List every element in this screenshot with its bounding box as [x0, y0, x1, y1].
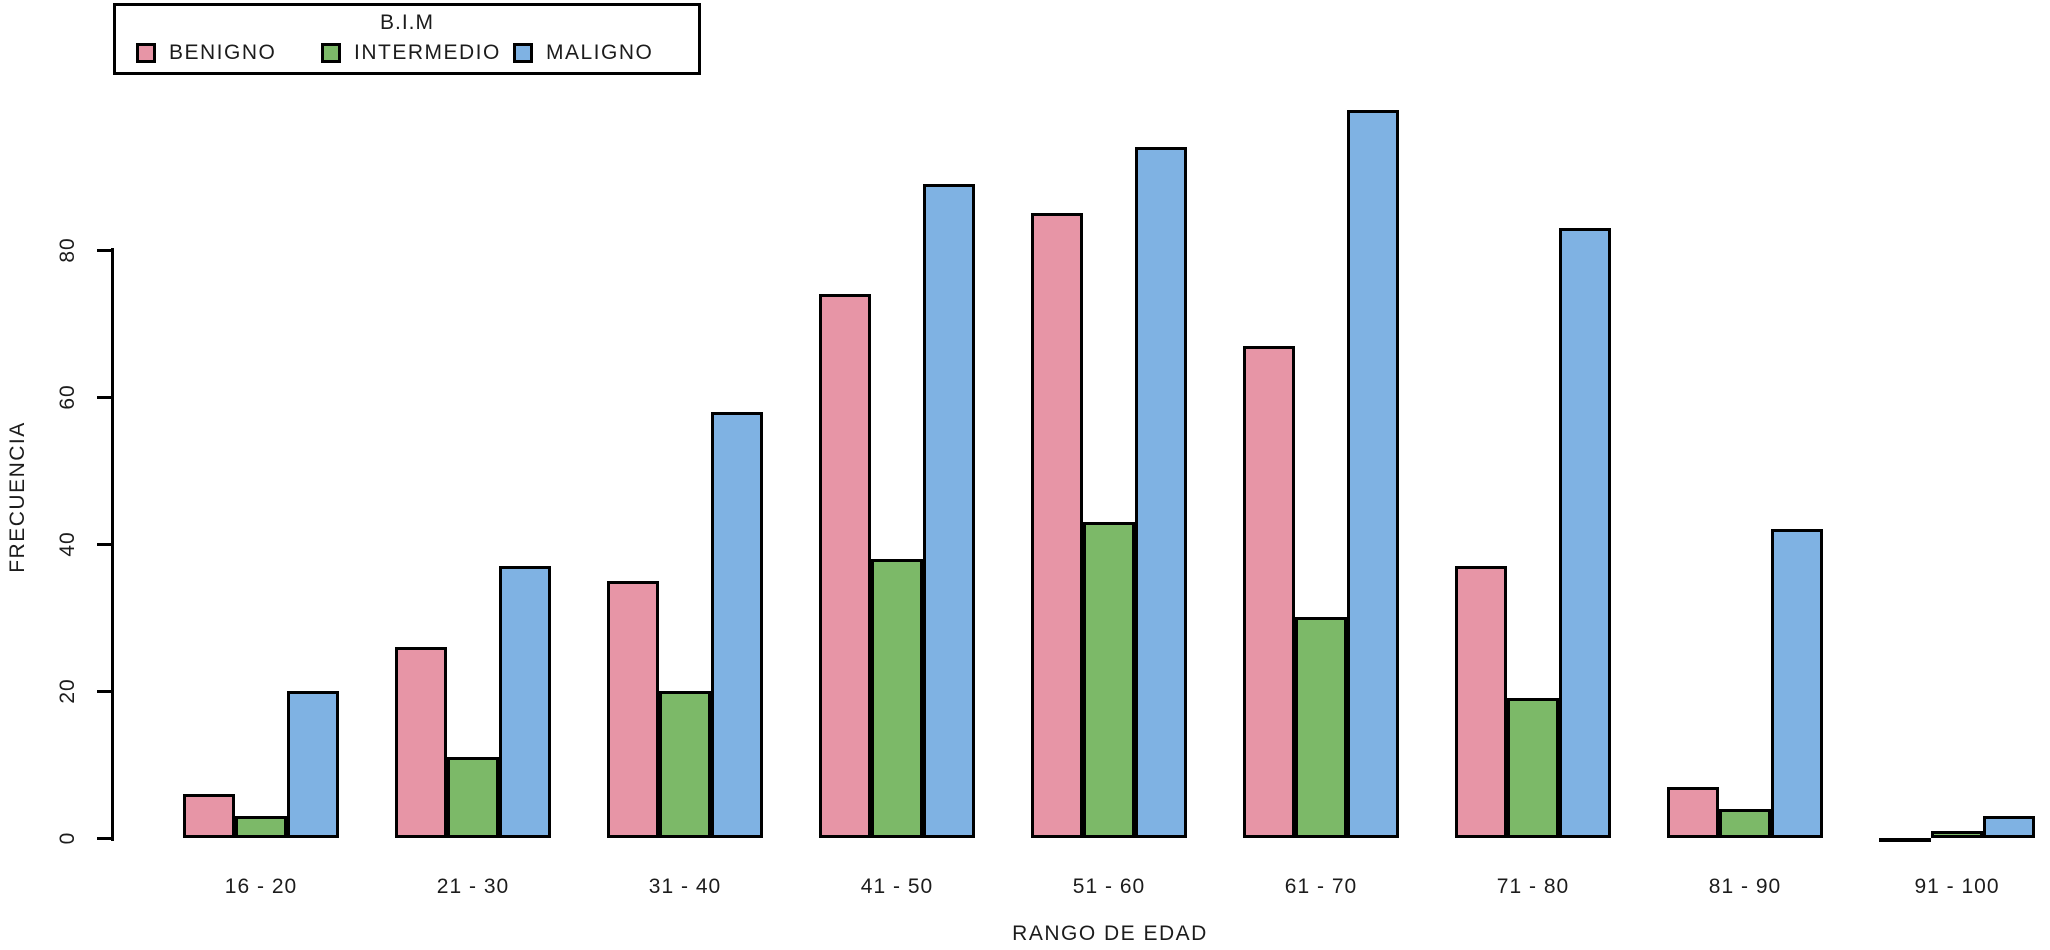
- bar-intermedio-16-20: [235, 816, 287, 838]
- bar-intermedio-81-90: [1719, 809, 1771, 838]
- bar-maligno-41-50: [923, 184, 975, 838]
- y-axis-tick-label: 60: [56, 384, 79, 410]
- y-axis-tick-label: 40: [56, 531, 79, 557]
- bar-intermedio-21-30: [447, 757, 499, 838]
- legend-entry: INTERMEDIO: [321, 41, 501, 64]
- x-axis-tick-label: 51 - 60: [1072, 875, 1146, 898]
- bar-maligno-91-100: [1983, 816, 2035, 838]
- bar-maligno-61-70: [1347, 110, 1399, 838]
- x-axis-tick-label: 71 - 80: [1496, 875, 1570, 898]
- bar-maligno-21-30: [499, 566, 551, 838]
- legend-title: B.I.M: [379, 11, 434, 34]
- x-axis-tick-label: 81 - 90: [1708, 875, 1782, 898]
- bar-intermedio-41-50: [871, 559, 923, 838]
- bar-benigno-31-40: [607, 581, 659, 838]
- legend-entry-label: INTERMEDIO: [354, 41, 501, 64]
- y-axis-title: FRECUENCIA: [6, 421, 29, 573]
- bar-benigno-16-20: [183, 794, 235, 838]
- bar-maligno-16-20: [287, 691, 339, 838]
- legend-entry: BENIGNO: [136, 41, 277, 64]
- legend-entry-label: BENIGNO: [169, 41, 277, 64]
- y-axis-tick-mark: [97, 837, 111, 840]
- y-axis-tick-label: 0: [56, 831, 79, 845]
- bar-maligno-31-40: [711, 412, 763, 838]
- bar-maligno-71-80: [1559, 228, 1611, 838]
- legend-swatch-icon: [513, 43, 533, 63]
- x-axis-tick-label: 91 - 100: [1914, 875, 2000, 898]
- bar-maligno-81-90: [1771, 529, 1823, 838]
- bar-benigno-41-50: [819, 294, 871, 838]
- bar-benigno-51-60: [1031, 213, 1083, 838]
- legend-entry-label: MALIGNO: [546, 41, 654, 64]
- bar-intermedio-51-60: [1083, 522, 1135, 838]
- bar-benigno-91-100: [1879, 838, 1931, 842]
- bar-benigno-61-70: [1243, 346, 1295, 838]
- bar-benigno-71-80: [1455, 566, 1507, 838]
- y-axis-tick-mark: [97, 690, 111, 693]
- y-axis-tick-mark: [97, 249, 111, 252]
- bar-benigno-81-90: [1667, 787, 1719, 838]
- y-axis-line: [111, 248, 114, 841]
- bar-intermedio-71-80: [1507, 698, 1559, 838]
- legend-swatch-icon: [321, 43, 341, 63]
- legend-box: B.I.M BENIGNO INTERMEDIO MALIGNO: [113, 3, 701, 75]
- y-axis-tick-label: 20: [56, 678, 79, 704]
- bar-benigno-21-30: [395, 647, 447, 838]
- x-axis-tick-label: 31 - 40: [648, 875, 722, 898]
- bar-maligno-51-60: [1135, 147, 1187, 838]
- x-axis-tick-label: 21 - 30: [436, 875, 510, 898]
- legend-entry: MALIGNO: [513, 41, 654, 64]
- x-axis-tick-label: 16 - 20: [224, 875, 298, 898]
- bar-intermedio-31-40: [659, 691, 711, 838]
- bar-intermedio-91-100: [1931, 831, 1983, 838]
- legend-swatch-icon: [136, 43, 156, 63]
- x-axis-tick-label: 41 - 50: [860, 875, 934, 898]
- y-axis-tick-mark: [97, 396, 111, 399]
- bar-intermedio-61-70: [1295, 617, 1347, 838]
- y-axis-tick-mark: [97, 543, 111, 546]
- x-axis-title: RANGO DE EDAD: [1012, 922, 1208, 945]
- x-axis-tick-label: 61 - 70: [1284, 875, 1358, 898]
- y-axis-tick-label: 80: [56, 237, 79, 263]
